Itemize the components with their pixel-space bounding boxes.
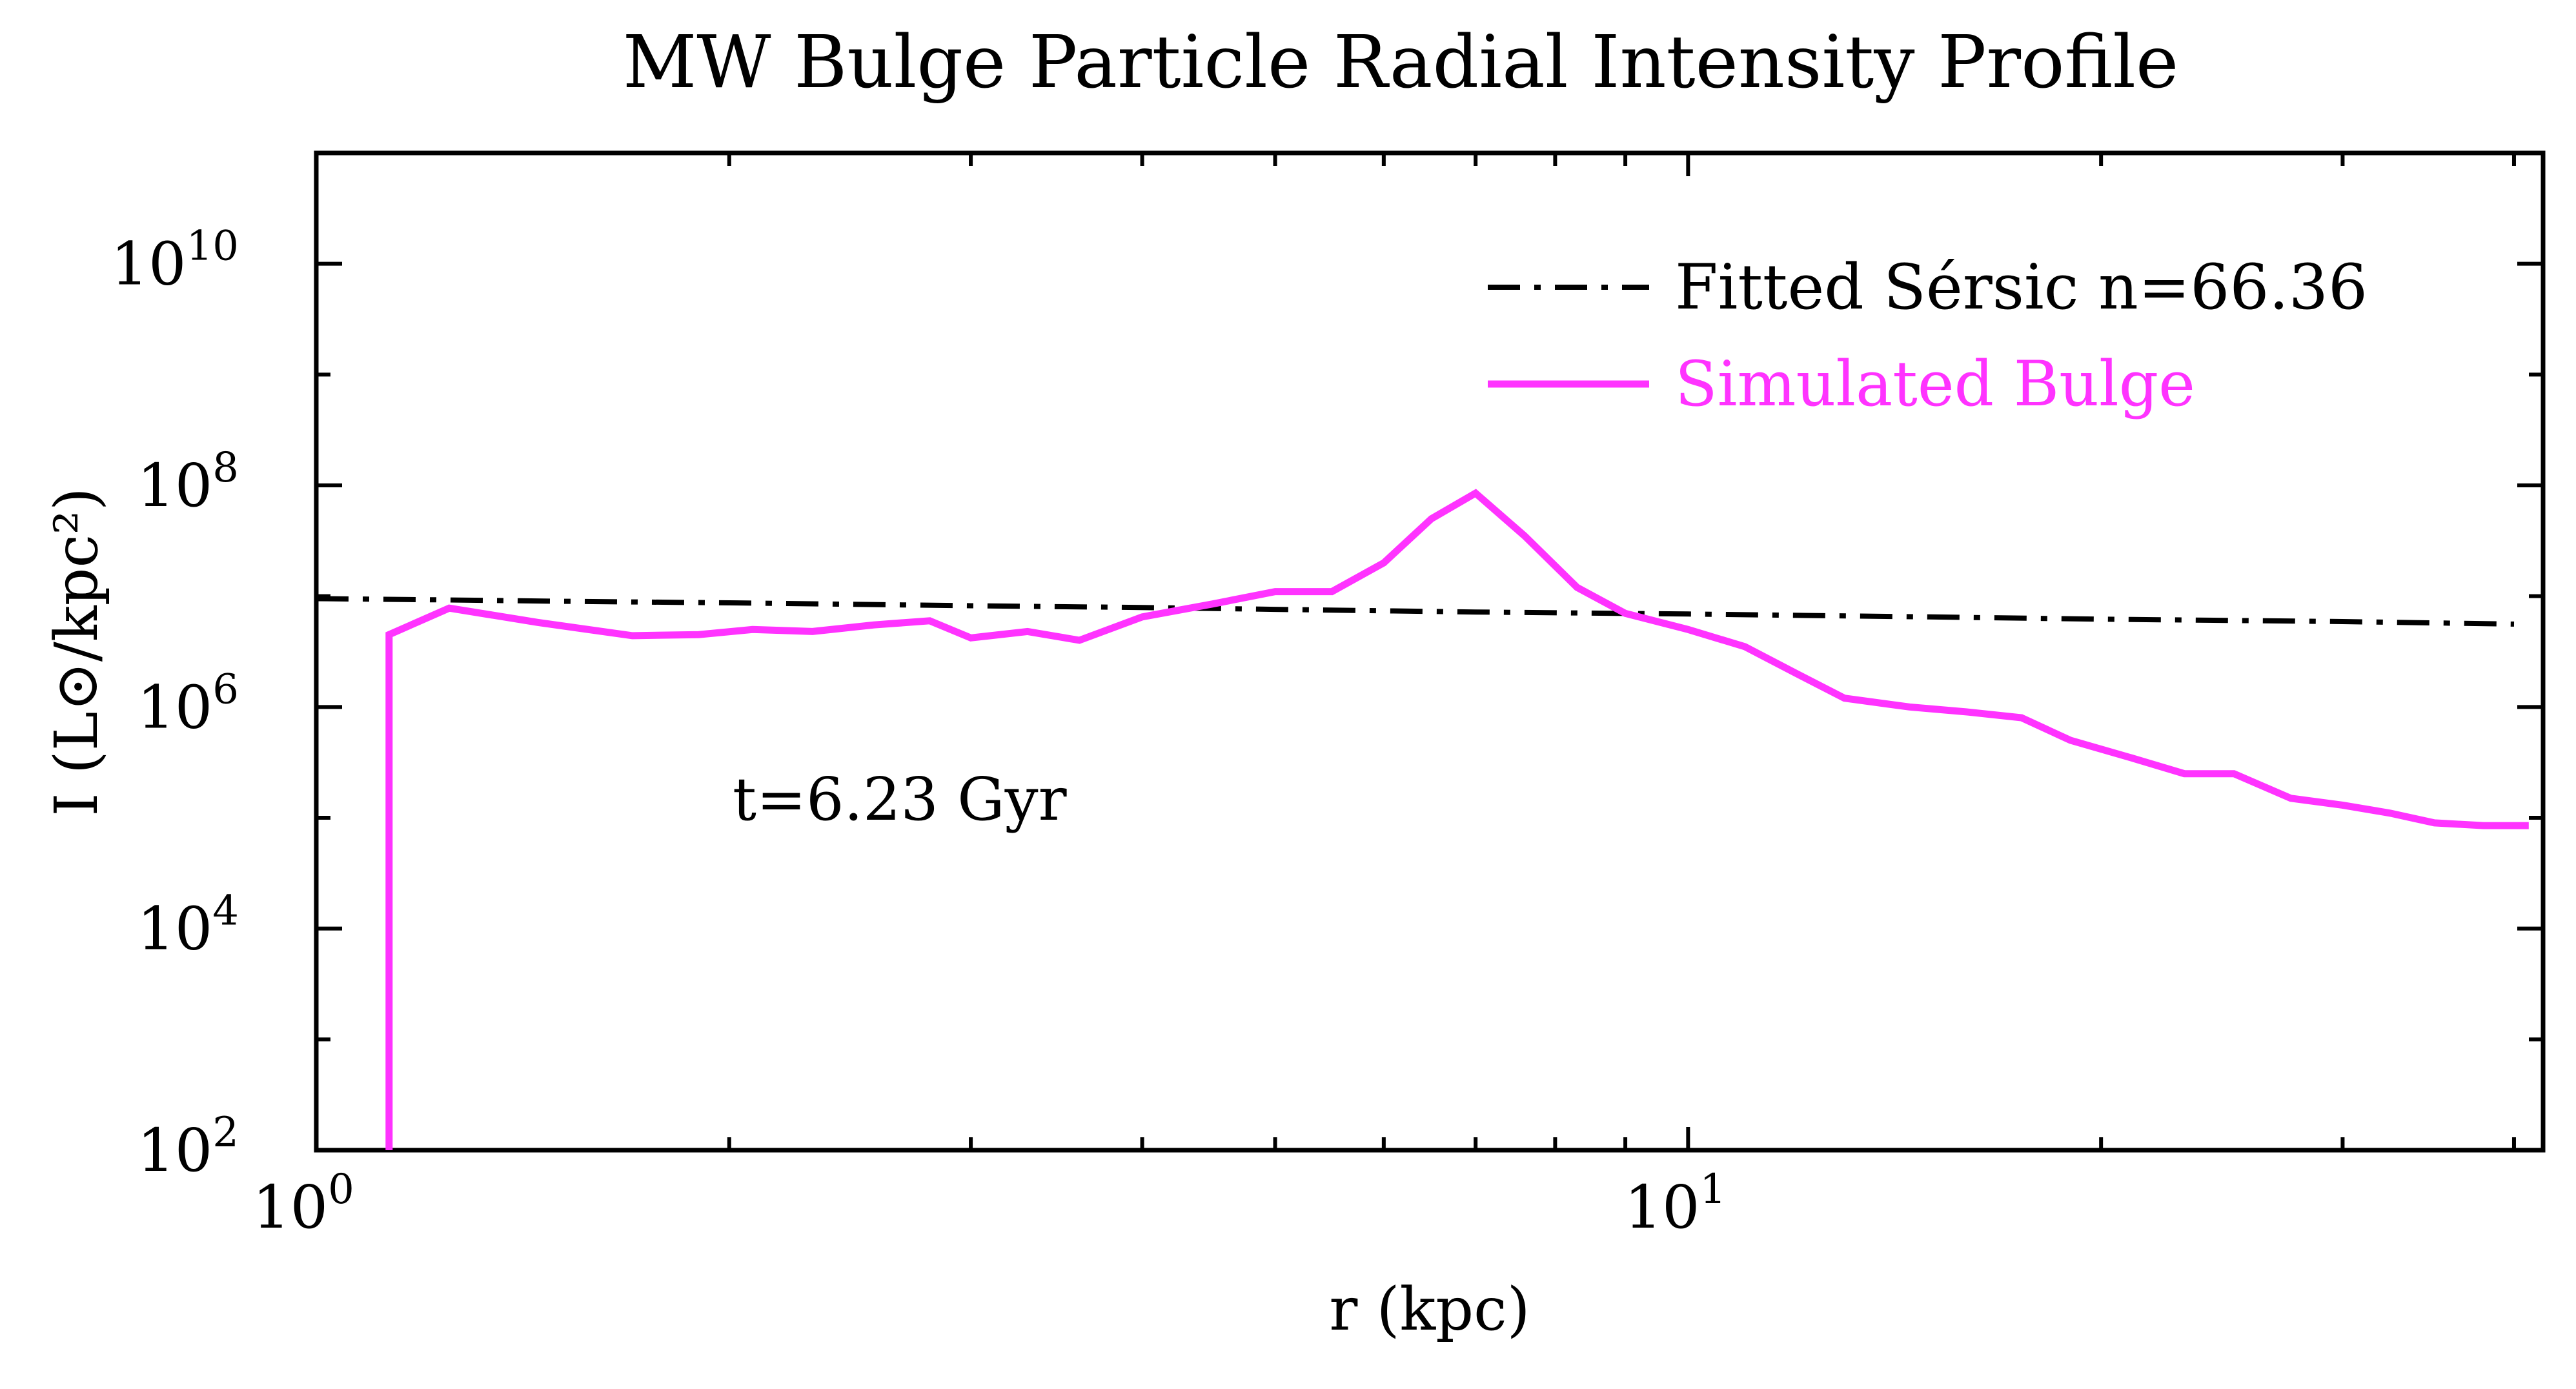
series-layer [316, 489, 2529, 1150]
axis-ticks [314, 151, 2543, 1152]
y-tick-label: 102 [137, 1109, 239, 1185]
legend-bulge-label: Simulated Bulge [1675, 348, 2195, 420]
legend-sersic-label: Fitted Sérsic n=66.36 [1675, 251, 2368, 323]
series-line-1 [385, 489, 2529, 1150]
series-line-0 [316, 596, 2515, 627]
y-tick-label: 1010 [110, 223, 239, 299]
x-tick-label: 100 [252, 1166, 354, 1242]
legend: Fitted Sérsic n=66.36 Simulated Bulge [1488, 251, 2368, 420]
y-tick-label: 106 [137, 665, 239, 742]
axis-tick-labels: 102 104 106 108 1010 100 101 [110, 223, 1726, 1242]
y-tick-label: 108 [137, 444, 239, 520]
time-annotation: t=6.23 Gyr [733, 765, 1067, 834]
plot-frame [314, 150, 2546, 1153]
x-axis-label: r (kpc) [1329, 1275, 1530, 1344]
chart-title: MW Bulge Particle Radial Intensity Profi… [623, 21, 2179, 105]
y-tick-label: 104 [137, 887, 239, 964]
x-tick-label: 101 [1624, 1166, 1726, 1242]
y-axis-label: I (L⊙/kpc²) [42, 487, 111, 816]
